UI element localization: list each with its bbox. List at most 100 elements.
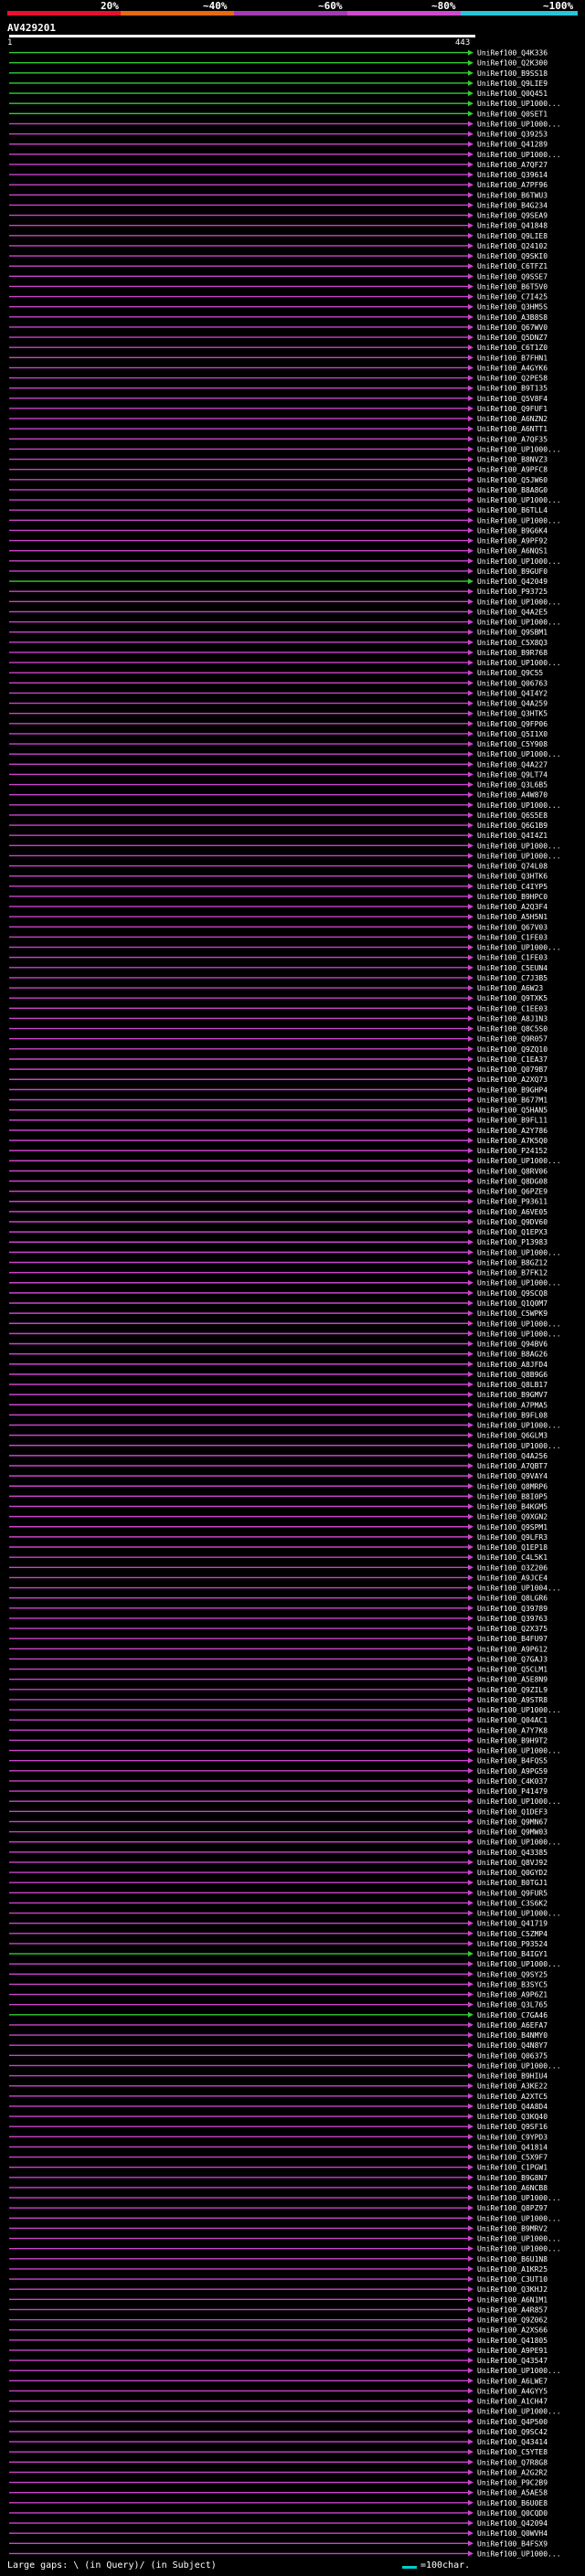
hit-row[interactable]: UniRef100_Q9Z062 (9, 2316, 548, 2325)
hit-row[interactable]: UniRef100_A4GYK6 (9, 364, 548, 372)
hit-row[interactable]: UniRef100_Q9XGN2 (9, 1513, 548, 1521)
hit-row[interactable]: UniRef100_B4FU97 (9, 1635, 548, 1643)
hit-row[interactable]: UniRef100_Q67WV0 (9, 323, 548, 332)
hit-row[interactable]: UniRef100_A2XS66 (9, 2327, 548, 2335)
hit-row[interactable]: UniRef100_B9FL08 (9, 1411, 548, 1419)
hit-row[interactable]: UniRef100_UP1000... (9, 1706, 561, 1714)
hit-row[interactable]: UniRef100_B9MRV2 (9, 2224, 548, 2232)
hit-row[interactable]: UniRef100_Q3L6B5 (9, 781, 548, 790)
hit-row[interactable]: UniRef100_UP1000... (9, 2062, 561, 2070)
hit-row[interactable]: UniRef100_C1FE03 (9, 933, 548, 941)
hit-row[interactable]: UniRef100_UP1000... (9, 120, 561, 128)
hit-row[interactable]: UniRef100_B7FK12 (9, 1269, 548, 1277)
hit-row[interactable]: UniRef100_Q9LIE9 (9, 80, 548, 88)
hit-row[interactable]: UniRef100_B4G234 (9, 201, 548, 209)
hit-row[interactable]: UniRef100_UP1000... (9, 852, 561, 860)
hit-row[interactable]: UniRef100_Q9DV60 (9, 1218, 548, 1226)
hit-row[interactable]: UniRef100_UP1004... (9, 1585, 561, 1593)
hit-row[interactable]: UniRef100_Q9SPM1 (9, 1523, 548, 1532)
hit-row[interactable]: UniRef100_Q4K336 (9, 49, 548, 58)
hit-row[interactable]: UniRef100_Q43414 (9, 2438, 548, 2446)
hit-row[interactable]: UniRef100_B3SYC5 (9, 1980, 548, 1988)
hit-row[interactable]: UniRef100_Q9VAY4 (9, 1472, 548, 1480)
hit-row[interactable]: UniRef100_Q06375 (9, 2051, 548, 2060)
hit-row[interactable]: UniRef100_C7GA46 (9, 2011, 548, 2019)
hit-row[interactable]: UniRef100_UP1000... (9, 445, 561, 453)
hit-row[interactable]: UniRef100_Q9ZQ10 (9, 1045, 548, 1054)
hit-row[interactable]: UniRef100_Q41814 (9, 2143, 548, 2151)
hit-row[interactable]: UniRef100_A8JFD4 (9, 1361, 548, 1369)
hit-row[interactable]: UniRef100_UP1000... (9, 1839, 561, 1847)
hit-row[interactable]: UniRef100_C3S6K2 (9, 1899, 548, 1907)
hit-row[interactable]: UniRef100_Q24102 (9, 242, 548, 250)
hit-row[interactable]: UniRef100_UP1000... (9, 2367, 561, 2375)
hit-row[interactable]: UniRef100_A2Q3F4 (9, 903, 548, 911)
hit-row[interactable]: UniRef100_Q4N8Y7 (9, 2041, 548, 2050)
hit-row[interactable]: UniRef100_B9HPC0 (9, 893, 548, 901)
hit-row[interactable]: UniRef100_UP1000... (9, 516, 561, 525)
hit-row[interactable]: UniRef100_Q9TXK5 (9, 994, 548, 1002)
hit-row[interactable]: UniRef100_Q41719 (9, 1920, 548, 1928)
hit-row[interactable]: UniRef100_A7PF96 (9, 181, 548, 189)
hit-row[interactable]: UniRef100_B9SS18 (9, 69, 548, 78)
hit-row[interactable]: UniRef100_Q9SC42 (9, 2428, 548, 2436)
hit-row[interactable]: UniRef100_C5EUN4 (9, 964, 548, 972)
hit-row[interactable]: UniRef100_Q4A8D4 (9, 2103, 548, 2111)
hit-row[interactable]: UniRef100_A6VE05 (9, 1208, 548, 1216)
hit-row[interactable]: UniRef100_Q39763 (9, 1615, 548, 1623)
hit-row[interactable]: UniRef100_Q1EPX3 (9, 1228, 548, 1236)
hit-row[interactable]: UniRef100_UP1000... (9, 1279, 561, 1288)
hit-row[interactable]: UniRef100_C1PGW1 (9, 2164, 548, 2172)
hit-row[interactable]: UniRef100_B9GUF0 (9, 567, 548, 576)
hit-row[interactable]: UniRef100_Q94BV6 (9, 1341, 548, 1349)
hit-row[interactable]: UniRef100_C4IYP5 (9, 883, 548, 891)
hit-row[interactable]: UniRef100_UP1000... (9, 1157, 561, 1165)
hit-row[interactable]: UniRef100_UP1000... (9, 151, 561, 159)
hit-row[interactable]: UniRef100_A6LWE7 (9, 2377, 548, 2385)
hit-row[interactable]: UniRef100_UP1000... (9, 750, 561, 758)
hit-row[interactable]: UniRef100_B8AG26 (9, 1351, 548, 1359)
hit-row[interactable]: UniRef100_Q0SET1 (9, 110, 548, 118)
hit-row[interactable]: UniRef100_Q3KQ40 (9, 2113, 548, 2121)
hit-row[interactable]: UniRef100_Q5JW60 (9, 476, 548, 484)
hit-row[interactable]: UniRef100_Q1DEF3 (9, 1807, 548, 1816)
hit-row[interactable]: UniRef100_Q67V03 (9, 923, 548, 931)
hit-row[interactable]: UniRef100_Q5DNZ7 (9, 334, 548, 342)
hit-row[interactable]: UniRef100_A6EFA7 (9, 2021, 548, 2030)
hit-row[interactable]: UniRef100_Q42049 (9, 578, 548, 586)
hit-row[interactable]: UniRef100_Q1EP18 (9, 1543, 548, 1552)
hit-row[interactable]: UniRef100_UP1000... (9, 100, 561, 108)
hit-row[interactable]: UniRef100_Q9R057 (9, 1035, 548, 1044)
hit-row[interactable]: UniRef100_C1EE03 (9, 1004, 548, 1012)
hit-row[interactable]: UniRef100_Q4A227 (9, 760, 548, 769)
hit-row[interactable]: UniRef100_Q9MN67 (9, 1818, 548, 1826)
hit-row[interactable]: UniRef100_A9JCE4 (9, 1574, 548, 1582)
hit-row[interactable]: UniRef100_Q9LT74 (9, 770, 548, 779)
hit-row[interactable]: UniRef100_A9P612 (9, 1645, 548, 1653)
hit-row[interactable]: UniRef100_Q8VJ92 (9, 1859, 548, 1867)
hit-row[interactable]: UniRef100_UP1000... (9, 1910, 561, 1918)
hit-row[interactable]: UniRef100_Q9SSE7 (9, 272, 548, 281)
hit-row[interactable]: UniRef100_B0TGJ1 (9, 1879, 548, 1887)
hit-row[interactable]: UniRef100_C5ZMP4 (9, 1930, 548, 1938)
hit-row[interactable]: UniRef100_B9T135 (9, 385, 548, 393)
hit-row[interactable]: UniRef100_B4FSX9 (9, 2539, 548, 2548)
hit-row[interactable]: UniRef100_UP1000... (9, 2194, 561, 2202)
hit-row[interactable]: UniRef100_Q8DG08 (9, 1177, 548, 1185)
hit-row[interactable]: UniRef100_B6TLL4 (9, 506, 548, 514)
hit-row[interactable]: UniRef100_A3B8S8 (9, 313, 548, 322)
hit-row[interactable]: UniRef100_A5AE58 (9, 2489, 548, 2497)
hit-row[interactable]: UniRef100_Q4A256 (9, 1452, 548, 1460)
hit-row[interactable]: UniRef100_B6T5V0 (9, 282, 548, 291)
hit-row[interactable]: UniRef100_B9FL11 (9, 1117, 548, 1125)
hit-row[interactable]: UniRef100_B9GHP4 (9, 1086, 548, 1094)
hit-row[interactable]: UniRef100_A1KR25 (9, 2265, 548, 2274)
hit-row[interactable]: UniRef100_Q6PZE9 (9, 1188, 548, 1196)
hit-row[interactable]: UniRef100_Q9LFR3 (9, 1533, 548, 1542)
hit-row[interactable]: UniRef100_UP1000... (9, 1960, 561, 1968)
hit-row[interactable]: UniRef100_Q8B9G6 (9, 1371, 548, 1379)
hit-row[interactable]: UniRef100_Q3HM5S (9, 303, 548, 312)
hit-row[interactable]: UniRef100_Q39614 (9, 171, 548, 179)
hit-row[interactable]: UniRef100_B4NMY0 (9, 2031, 548, 2040)
hit-row[interactable]: UniRef100_C1FE03 (9, 954, 548, 962)
